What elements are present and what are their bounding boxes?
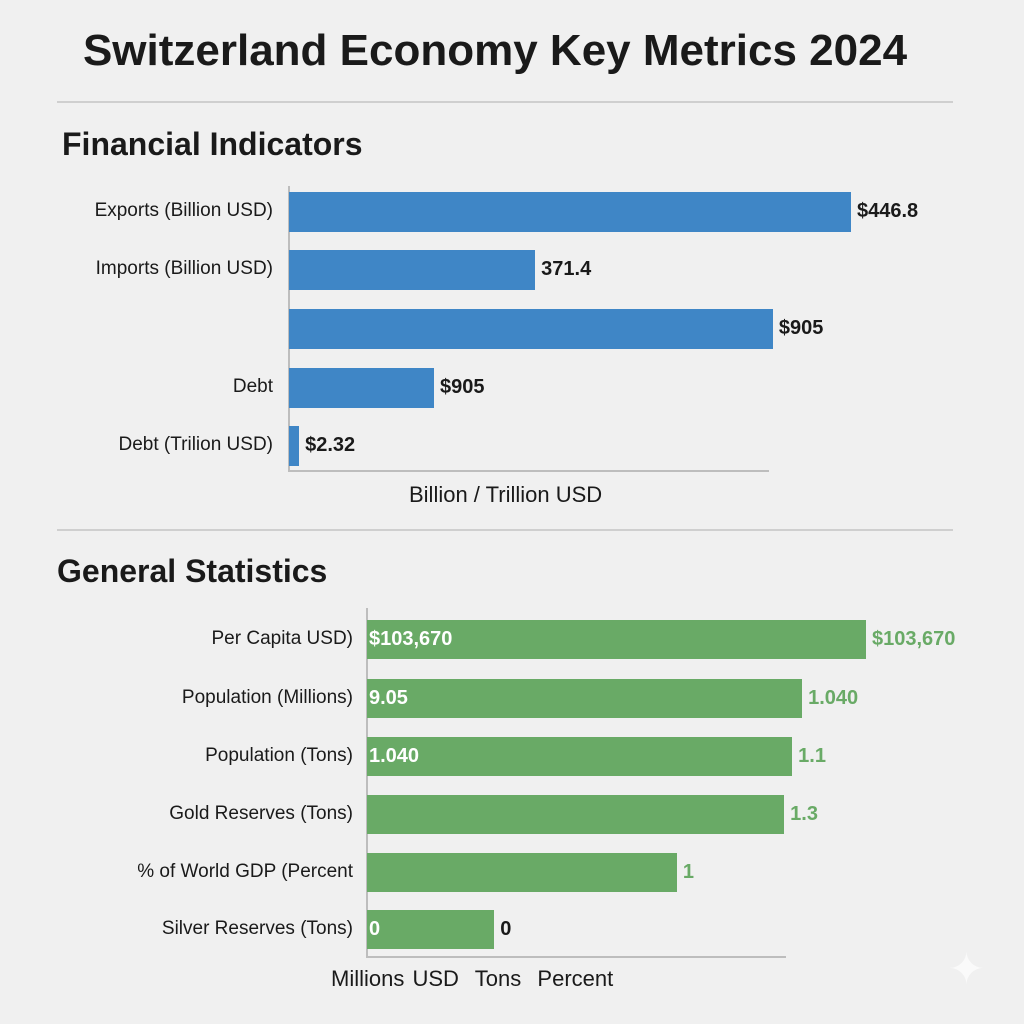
data-label: 1.1	[798, 744, 826, 767]
bar-inner-label: 9.05	[369, 686, 408, 709]
category-label: Exports (Billion USD)	[94, 200, 273, 221]
bar	[367, 910, 495, 949]
category-label: Per Capita USD)	[211, 627, 354, 649]
divider	[57, 101, 953, 103]
x-axis-line	[366, 956, 786, 958]
bar	[367, 679, 803, 718]
data-label: 371.4	[541, 258, 592, 280]
x-axis-title-general: Millions USD Tons Percent	[331, 966, 614, 991]
bar	[289, 426, 300, 466]
bar-inner-label: 0	[369, 917, 381, 940]
x-axis-line	[288, 470, 769, 472]
category-label: Debt	[232, 376, 273, 397]
bar	[289, 368, 434, 408]
bar	[367, 795, 785, 834]
bar	[367, 737, 793, 776]
category-label: Debt (Trilion USD)	[118, 434, 274, 455]
divider	[57, 529, 953, 531]
category-label: Silver Reserves (Tons)	[161, 917, 353, 939]
bar-inner-label: $103,670	[369, 627, 453, 650]
category-label: Gold Reserves (Tons)	[169, 802, 353, 824]
data-label: $905	[439, 376, 485, 398]
category-label: Population (Millions)	[181, 686, 353, 708]
bar-inner-label: 1.040	[369, 744, 420, 767]
section-title-financial: Financial Indicators	[62, 126, 363, 162]
data-label: $2.32	[305, 434, 356, 456]
chart-title: Switzerland Economy Key Metrics 2024	[82, 26, 908, 75]
y-axis-line	[366, 608, 368, 957]
category-label: % of World GDP (Percent	[137, 860, 353, 882]
bar	[367, 620, 866, 659]
data-label: 1	[682, 860, 694, 883]
bar	[289, 309, 773, 349]
bar	[367, 853, 677, 892]
data-label: $103,670	[872, 627, 956, 650]
category-label: Population (Tons)	[205, 744, 353, 766]
sparkle-icon: ✦	[948, 945, 985, 994]
section-title-general: General Statistics	[57, 553, 328, 589]
data-label: 0	[500, 917, 512, 940]
bar	[289, 250, 536, 290]
bar	[289, 192, 851, 232]
data-label: 1.040	[808, 686, 859, 709]
category-label: Imports (Billion USD)	[95, 258, 273, 279]
x-axis-title-financial: Billion / Trillion USD	[409, 482, 603, 507]
data-label: $905	[778, 317, 824, 339]
data-label: 1.3	[790, 802, 818, 825]
data-label: $446.8	[857, 200, 919, 222]
